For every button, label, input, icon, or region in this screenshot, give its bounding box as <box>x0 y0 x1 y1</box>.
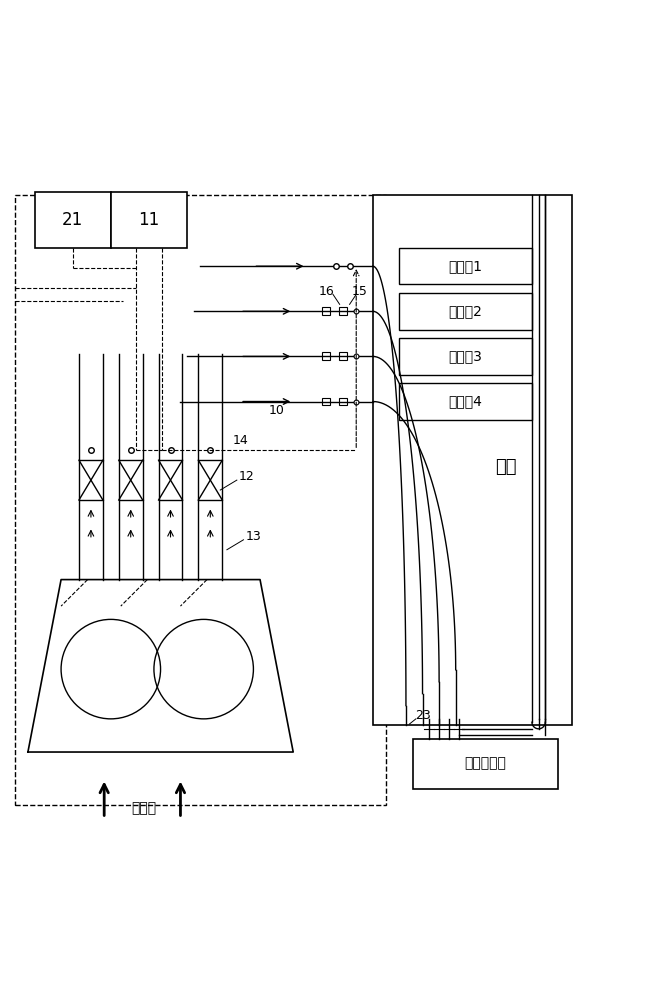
Text: 燃烧器1: 燃烧器1 <box>449 259 483 273</box>
Bar <box>400 383 532 420</box>
Text: 燃烧器2: 燃烧器2 <box>449 304 483 318</box>
Text: 23: 23 <box>415 709 430 722</box>
Text: 燃烧器3: 燃烧器3 <box>449 349 483 363</box>
Bar <box>339 307 347 315</box>
Bar <box>412 739 559 789</box>
Text: 10: 10 <box>268 404 284 417</box>
Text: 16: 16 <box>318 285 334 298</box>
Bar <box>15 195 386 805</box>
Bar <box>400 293 532 330</box>
Bar <box>322 307 330 315</box>
Bar <box>159 460 182 500</box>
Text: 13: 13 <box>246 530 261 543</box>
Text: 一次风: 一次风 <box>131 801 157 815</box>
Text: 12: 12 <box>239 470 254 483</box>
Bar <box>339 398 347 405</box>
Text: 21: 21 <box>62 211 83 229</box>
Bar <box>400 338 532 375</box>
Bar <box>373 195 571 725</box>
Bar <box>198 460 222 500</box>
Text: 15: 15 <box>352 285 368 298</box>
Bar <box>322 398 330 405</box>
Bar <box>79 460 103 500</box>
Text: 11: 11 <box>139 211 160 229</box>
Text: 14: 14 <box>232 434 248 447</box>
Bar <box>35 192 111 248</box>
Text: 炉腔: 炉腔 <box>495 458 516 476</box>
Bar <box>111 192 187 248</box>
Text: 二次风风源: 二次风风源 <box>465 757 506 771</box>
Bar <box>400 248 532 284</box>
Bar <box>119 460 143 500</box>
Bar <box>322 352 330 360</box>
Text: 燃烧器4: 燃烧器4 <box>449 395 483 409</box>
Bar <box>339 352 347 360</box>
